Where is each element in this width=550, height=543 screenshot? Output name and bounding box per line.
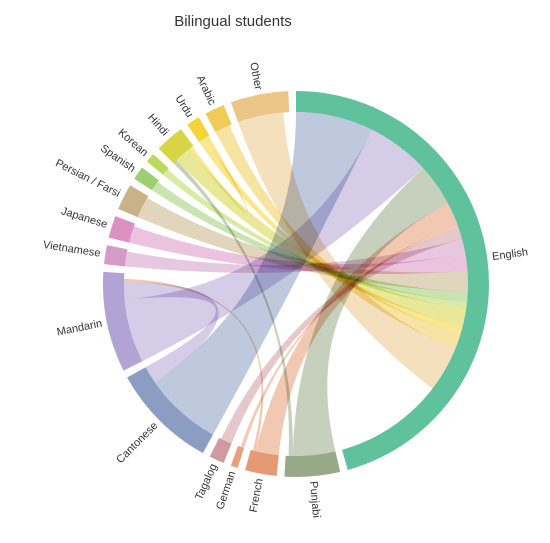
- arc-other: [230, 91, 290, 123]
- ribbon-other-english: [238, 112, 456, 389]
- ribbon-persian-farsi-english: [137, 197, 469, 293]
- label-mandarin: Mandarin: [56, 318, 103, 339]
- label-cantonese: Cantonese: [114, 420, 160, 466]
- arc-persian-farsi: [118, 185, 149, 218]
- arc-urdu: [187, 117, 210, 142]
- arc-vietnamese: [104, 245, 128, 267]
- label-tagalog: Tagalog: [193, 462, 220, 502]
- label-punjabi: Punjabi: [307, 481, 322, 519]
- label-hindi: Hindi: [145, 112, 171, 139]
- ribbon-layer: [123, 112, 469, 456]
- arc-layer: [102, 91, 489, 477]
- label-vietnamese: Vietnamese: [42, 239, 101, 260]
- arc-german: [230, 445, 245, 468]
- label-english: English: [491, 246, 528, 263]
- label-french: French: [248, 478, 266, 514]
- arc-french: [245, 449, 279, 477]
- ribbon-arabic-english: [215, 125, 461, 349]
- ribbon-mandarin-cantonese: [123, 281, 219, 383]
- arc-japanese: [108, 216, 135, 243]
- ribbon-mandarin-english: [124, 129, 424, 362]
- arc-hindi: [158, 129, 194, 164]
- ribbon-spanish-english: [151, 181, 468, 303]
- label-german: German: [214, 470, 238, 512]
- label-other: Other: [247, 61, 264, 91]
- arc-punjabi: [284, 451, 341, 477]
- label-japanese: Japanese: [60, 205, 109, 231]
- ribbon-french-english: [255, 203, 458, 456]
- label-arabic: Arabic: [194, 74, 218, 108]
- label-persian-farsi: Persian / Farsi: [53, 157, 122, 200]
- arc-arabic: [205, 105, 232, 133]
- label-urdu: Urdu: [173, 93, 196, 120]
- arc-mandarin: [102, 271, 143, 371]
- arc-tagalog: [209, 437, 232, 463]
- arc-korean: [146, 154, 169, 175]
- ribbon-punjabi-hindi: [173, 160, 293, 456]
- chart-title: Bilingual students: [174, 13, 292, 30]
- arc-spanish: [134, 167, 159, 191]
- ribbon-hindi-english: [176, 148, 467, 327]
- arc-cantonese: [127, 367, 213, 454]
- arc-english: [296, 91, 489, 470]
